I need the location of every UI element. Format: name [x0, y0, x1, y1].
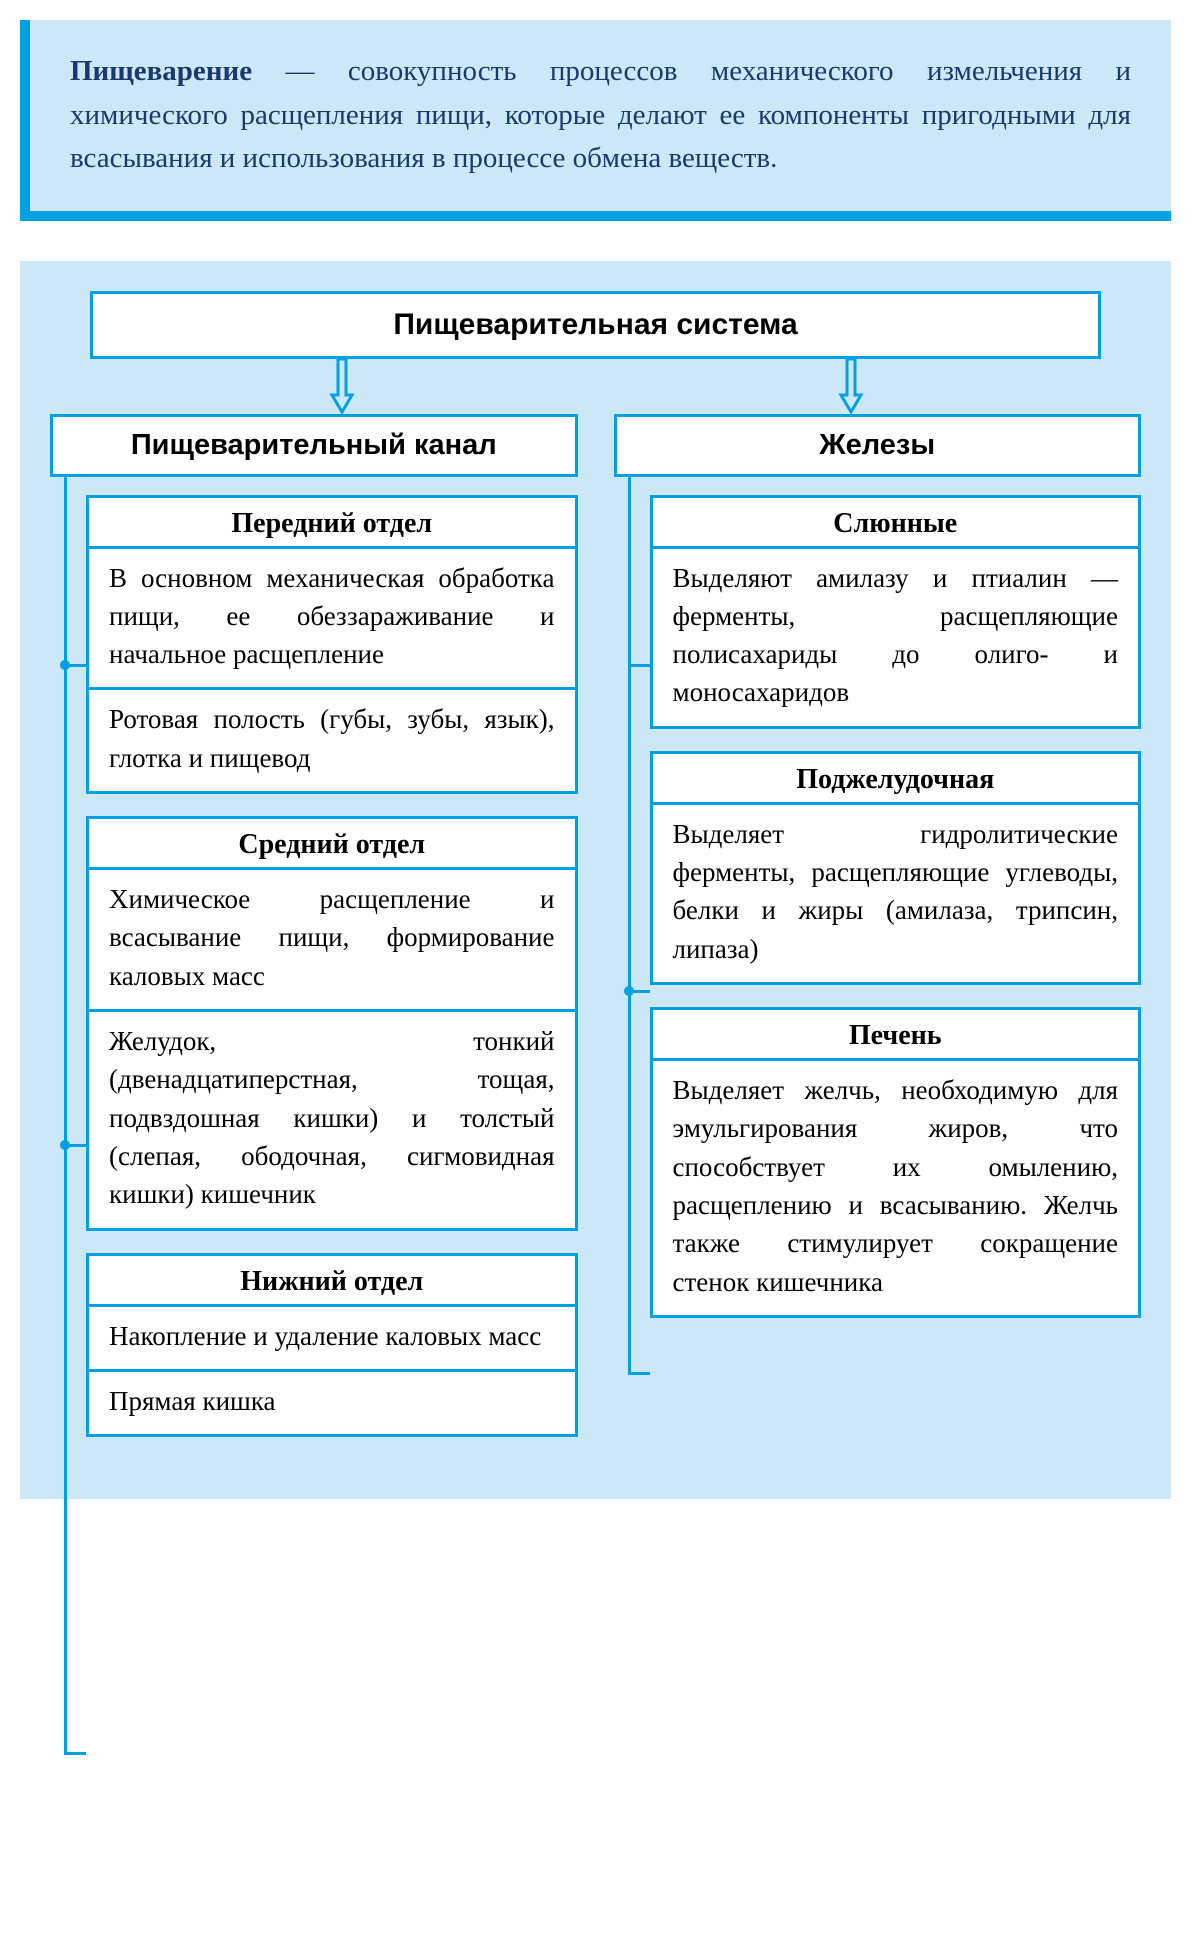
group-heading: Слюнные [650, 495, 1142, 546]
diagram-panel: Пищеварительная система Пищеварительный … [20, 261, 1171, 1500]
group-cell: Прямая кишка [86, 1372, 578, 1437]
group: Передний отдел В основном механическая о… [86, 495, 578, 795]
group: Средний отдел Химическое расщепление и в… [86, 816, 578, 1231]
group-cell: Выделяет желчь, необходимую для эмульгир… [650, 1058, 1142, 1318]
group-cell: В основном механическая обработка пищи, … [86, 546, 578, 691]
group: Слюнные Выделяют амилазу и птиалин — фер… [650, 495, 1142, 729]
branch-label: Пищеварительный канал [50, 414, 578, 477]
branch-left: Пищеварительный канал Передний отдел В о… [50, 414, 578, 1460]
arrows-row [50, 359, 1141, 414]
definition-term: Пищеварение [70, 55, 252, 87]
branch-label: Железы [614, 414, 1142, 477]
group-heading: Средний отдел [86, 816, 578, 867]
group-cell: Химическое расщепление и всасывание пищи… [86, 867, 578, 1012]
diagram-title: Пищеварительная система [90, 291, 1101, 359]
branch-right: Железы Слюнные Выделяют амилазу и птиали… [614, 414, 1142, 1460]
definition-sep: — [252, 55, 348, 87]
group-heading: Нижний отдел [86, 1253, 578, 1304]
group: Нижний отдел Накопление и удаление калов… [86, 1253, 578, 1438]
group-cell: Ротовая полость (губы, зубы, язык), глот… [86, 690, 578, 794]
group: Поджелудочная Выделяет гидролитические ф… [650, 751, 1142, 985]
group-cell: Желудок, тонкий (двенадцатиперстная, тощ… [86, 1012, 578, 1231]
group-cell: Накопление и удаление каловых масс [86, 1304, 578, 1372]
group: Печень Выделяет желчь, необходимую для э… [650, 1007, 1142, 1318]
group-heading: Печень [650, 1007, 1142, 1058]
group-cell: Выделяют амилазу и птиалин — ферменты, р… [650, 546, 1142, 729]
group-cell: Выделяет гидролитические ферменты, расще… [650, 802, 1142, 985]
group-heading: Поджелудочная [650, 751, 1142, 802]
arrow-down-icon [838, 359, 864, 409]
definition-box: Пищеварение — совокупность процессов мех… [20, 20, 1171, 221]
arrow-down-icon [329, 359, 355, 409]
group-heading: Передний отдел [86, 495, 578, 546]
